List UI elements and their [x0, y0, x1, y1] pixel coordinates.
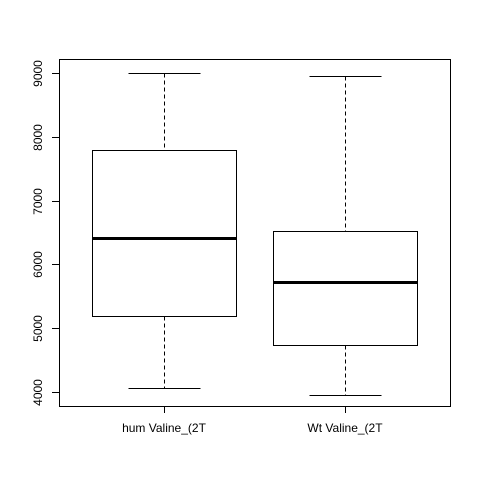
- x-category-label-2: Wt Valine_(2T: [307, 421, 383, 435]
- plot-frame: [59, 59, 451, 407]
- y-tick-label-5000: 5000: [31, 315, 45, 342]
- x-category-label-1: hum Valine_(2T: [122, 421, 206, 435]
- y-tick-label-7000: 7000: [31, 188, 45, 215]
- plot-layer: 4000 5000 6000 7000 8000 9000 hum Valine_(2T Wt…: [31, 59, 451, 435]
- y-tick-label-6000: 6000: [31, 251, 45, 278]
- box-2-iqr-box: [273, 231, 418, 346]
- box-1-iqr-box: [92, 150, 237, 317]
- y-tick-label-8000: 8000: [31, 124, 45, 151]
- y-tick-label-4000: 4000: [31, 379, 45, 406]
- y-tick-label-9000: 9000: [31, 60, 45, 87]
